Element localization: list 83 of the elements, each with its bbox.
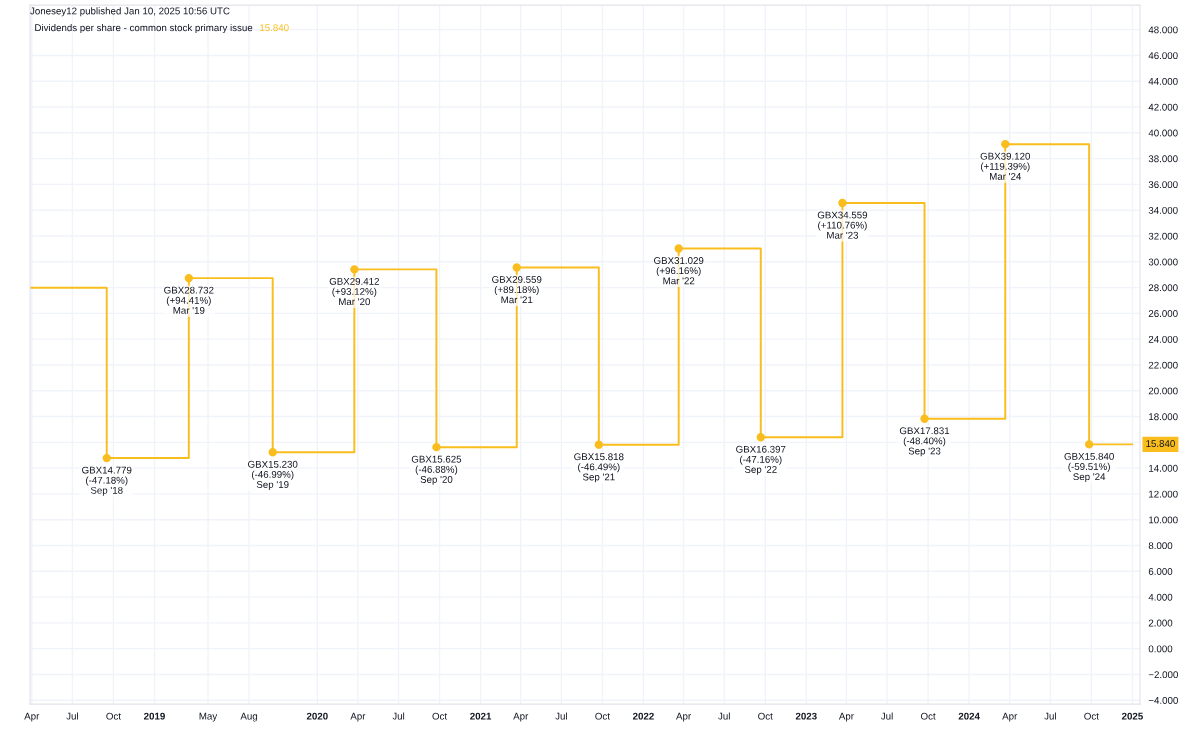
y-tick-label: 36.000 bbox=[1148, 181, 1178, 189]
point bbox=[102, 453, 111, 463]
text: Dividends per share - common stock primary issue bbox=[35, 24, 253, 34]
y-tick-label: 38.000 bbox=[1148, 155, 1178, 163]
x-tick-label: 2019 bbox=[144, 712, 165, 720]
x-tick-label: Oct bbox=[595, 712, 610, 720]
text: 15.840 bbox=[1146, 440, 1175, 448]
y-tick-label: 40.000 bbox=[1148, 129, 1178, 137]
x-tick-label: May bbox=[199, 712, 218, 722]
y-tick-label: 2.000 bbox=[1148, 619, 1173, 627]
data-label: GBX15.625 (-46.88%) Sep '20 bbox=[411, 455, 462, 485]
x-tick-label: Oct bbox=[1084, 712, 1099, 720]
point bbox=[920, 414, 929, 423]
x-tick-label: 2023 bbox=[795, 712, 817, 720]
x-tick-label: Oct bbox=[432, 712, 448, 720]
y-tick-label: 26.000 bbox=[1148, 310, 1178, 317]
data-label: GBX15.840 (-59.51%) Sep '24 bbox=[1064, 452, 1114, 483]
y-tick-label: 18.000 bbox=[1149, 413, 1178, 421]
y-tick-label: 24.000 bbox=[1148, 335, 1178, 343]
data-label: GBX28.732 (+94.41%) Mar '19 bbox=[164, 286, 214, 314]
point bbox=[838, 198, 847, 208]
data-label: GBX14.779 (-47.18%) Sep '18 bbox=[82, 466, 132, 496]
data-label: GBX29.412 (+93.12%) Mar '20 bbox=[329, 277, 379, 306]
y-tick-label: 44.000 bbox=[1148, 77, 1178, 85]
y-tick-label: 4.000 bbox=[1148, 593, 1173, 601]
y-tick-label: 6.000 bbox=[1148, 568, 1173, 575]
x-tick-label: 2024 bbox=[958, 712, 980, 720]
x-tick-label: Oct bbox=[106, 712, 121, 720]
data-label: GBX17.831 (-48.40%) Sep '23 bbox=[899, 427, 950, 457]
x-tick-label: 2022 bbox=[632, 712, 654, 720]
x-tick-label: Jul bbox=[718, 712, 730, 720]
point bbox=[1084, 440, 1094, 449]
data-label: GBX31.029 (+96.16%) Mar '22 bbox=[654, 257, 704, 285]
x-tick-label: Jul bbox=[880, 712, 893, 720]
data-label: GBX39.120 (+119.39%) Mar '24 bbox=[980, 152, 1031, 180]
x-tick-label: Jul bbox=[555, 712, 567, 720]
y-tick-label: −4.000 bbox=[1148, 696, 1178, 704]
point bbox=[674, 244, 683, 253]
data-label: GBX16.397 (-47.16%) Sep '22 bbox=[736, 445, 786, 475]
y-tick-label: 28.000 bbox=[1148, 284, 1178, 292]
point bbox=[756, 433, 765, 442]
x-tick-label: 2020 bbox=[306, 712, 328, 720]
y-tick-label: 46.000 bbox=[1148, 52, 1178, 60]
x-tick-label: Jul bbox=[392, 712, 405, 720]
y-tick-label: 0.000 bbox=[1148, 645, 1173, 653]
x-tick-label: Apr bbox=[24, 712, 40, 722]
annotation: 15.840 bbox=[260, 24, 289, 32]
x-tick-label: Oct bbox=[920, 712, 936, 720]
point bbox=[594, 440, 603, 449]
y-tick-label: 12.000 bbox=[1149, 490, 1178, 498]
y-tick-label: 30.000 bbox=[1148, 258, 1178, 266]
x-tick-label: Apr bbox=[1002, 712, 1018, 722]
point bbox=[512, 263, 521, 272]
y-tick-label: −2.000 bbox=[1148, 671, 1178, 679]
y-tick-label: 10.000 bbox=[1149, 516, 1178, 524]
point bbox=[1001, 140, 1010, 149]
y-tick-label: 48.000 bbox=[1148, 26, 1178, 34]
x-tick-label: Aug bbox=[240, 712, 258, 722]
point bbox=[432, 443, 441, 452]
data-label: GBX34.559 (+110.76%) Mar '23 bbox=[817, 211, 868, 239]
x-tick-label: Jul bbox=[66, 712, 78, 720]
chart-title: Jonesey12 published Jan 10, 2025 10:56 UTC bbox=[30, 7, 230, 17]
y-tick-label: 32.000 bbox=[1148, 232, 1178, 240]
x-tick-label: 2021 bbox=[470, 712, 492, 720]
y-tick-label: 8.000 bbox=[1148, 542, 1173, 550]
y-tick-label: 42.000 bbox=[1148, 103, 1178, 111]
point bbox=[350, 265, 359, 274]
x-tick-label: 2025 bbox=[1121, 712, 1143, 720]
y-tick-label: 34.000 bbox=[1148, 206, 1178, 214]
point bbox=[184, 273, 193, 283]
data-label: GBX15.818 (-46.49%) Sep '21 bbox=[574, 453, 624, 483]
y-tick-label: 14.000 bbox=[1149, 464, 1178, 472]
x-tick-label: Apr bbox=[676, 712, 691, 722]
point bbox=[268, 448, 277, 457]
x-tick-label: Oct bbox=[758, 712, 773, 720]
y-tick-label: 20.000 bbox=[1148, 387, 1178, 395]
data-label: GBX15.230 (-46.99%) Sep '19 bbox=[248, 460, 298, 490]
x-tick-label: Apr bbox=[513, 712, 529, 722]
x-tick-label: Apr bbox=[350, 712, 366, 722]
x-tick-label: Jul bbox=[1044, 712, 1056, 720]
data-label: GBX29.559 (+89.18%) Mar '21 bbox=[492, 276, 542, 304]
y-tick-label: 22.000 bbox=[1148, 361, 1178, 369]
x-tick-label: Apr bbox=[838, 712, 854, 722]
